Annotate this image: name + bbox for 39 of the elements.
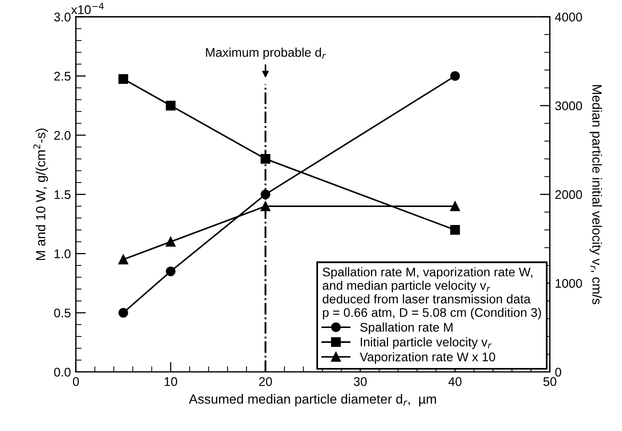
x-tick-label: 20 <box>259 377 272 386</box>
y-tick-label: 0.5 <box>54 308 70 318</box>
legend-title: Spallation rate M, vaporization rate W, and median particle velocity v$_{r}$ deduced from laser transmission data p = 0.66 atm, D = 5.08 cm (Condition 3) <box>322 267 541 320</box>
x-tick-label: 30 <box>354 377 367 386</box>
point <box>450 71 460 81</box>
point <box>118 254 128 264</box>
x-tick-label: 50 <box>543 377 556 386</box>
point <box>118 308 128 318</box>
y-tick-label: 0.0 <box>54 368 71 377</box>
y-tick-label: 1.5 <box>54 190 70 200</box>
y2-tick-label: 3000 <box>555 101 582 110</box>
legend-label: Initial particle velocity v$_{r}$ <box>360 337 492 349</box>
y-axis-title: M and 10 W, g/(cm$^{2}$-s) <box>33 128 48 260</box>
ref-line-label: Maximum probable d$_{r}$ <box>206 48 326 60</box>
x-tick-label: 0 <box>72 377 79 386</box>
point <box>450 225 460 235</box>
y2-tick-label: 1000 <box>556 278 582 288</box>
point <box>166 100 176 110</box>
x-axis-title: Assumed median particle diameter d$_{r}$, µm <box>188 394 436 406</box>
point <box>260 190 270 200</box>
x-tick-label: 40 <box>448 377 462 386</box>
y-tick-label: 3.0 <box>54 12 71 22</box>
point <box>260 154 270 164</box>
y-tick-label: 2.5 <box>54 72 70 81</box>
text: x10$^{−4}$ <box>71 2 104 14</box>
y-tick-label: 2.0 <box>54 130 71 140</box>
legend-label: Spallation rate M <box>360 322 452 334</box>
point <box>260 201 270 212</box>
point <box>166 236 176 247</box>
point <box>450 201 460 212</box>
legend-label: Vaporization rate W x 10 <box>360 352 496 364</box>
x-tick-label: 10 <box>164 377 178 386</box>
point <box>118 74 128 84</box>
y-tick-label: 1.0 <box>54 249 71 258</box>
y2-axis-title: Median particle initial velocity v$_{r}$, cm/s <box>590 85 602 304</box>
y2-tick-label: 0 <box>555 368 562 377</box>
y2-tick-label: 2000 <box>555 190 582 200</box>
point <box>166 266 176 276</box>
y2-tick-label: 4000 <box>554 12 582 22</box>
